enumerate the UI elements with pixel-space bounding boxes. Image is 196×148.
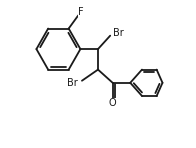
- Text: Br: Br: [67, 78, 78, 88]
- Text: Br: Br: [113, 28, 124, 38]
- Text: F: F: [78, 7, 83, 17]
- Text: O: O: [109, 98, 116, 108]
